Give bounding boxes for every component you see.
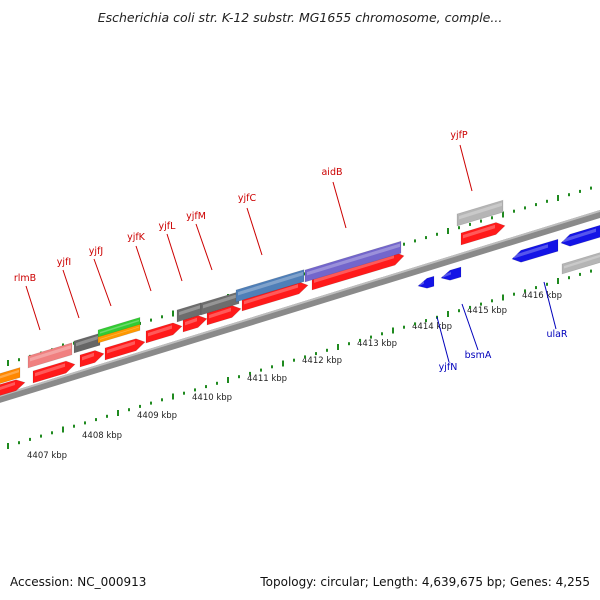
reverse-leader-line — [436, 316, 450, 363]
kbp-label: 4415 kbp — [467, 306, 507, 316]
forward-gene-label[interactable]: yjfC — [238, 193, 257, 204]
gene-box-orange-highlight — [100, 326, 139, 340]
cds-arrow[interactable] — [104, 338, 146, 361]
cds-arrow-highlight — [82, 352, 94, 361]
chromosome-backbone — [0, 210, 600, 403]
gene-box-green-highlight — [100, 319, 139, 334]
gene-box-rlmB-highlight — [30, 345, 71, 362]
reverse-leader-line — [461, 303, 479, 351]
cds-arrow-highlight — [35, 363, 65, 377]
kbp-label: 4408 kbp — [82, 431, 122, 441]
forward-leader-line — [25, 285, 41, 331]
kbp-label: 4409 kbp — [137, 411, 177, 421]
gene-box-gray[interactable] — [561, 251, 600, 275]
gene-box-gray-highlight — [564, 254, 600, 269]
reverse-leader-line — [543, 281, 557, 330]
forward-leader-line — [332, 181, 347, 229]
genome-stats: Topology: circular; Length: 4,639,675 bp… — [260, 575, 590, 589]
cds-arrow[interactable] — [460, 222, 506, 246]
gene-box-gray[interactable] — [200, 291, 240, 316]
forward-leader-line — [246, 207, 263, 256]
gene-box-orange[interactable] — [0, 367, 21, 386]
gene-box-rlmB[interactable] — [27, 342, 73, 369]
forward-gene-label[interactable]: yjfL — [159, 221, 177, 232]
reverse-cds-arrow[interactable] — [511, 238, 559, 263]
cds-arrow-highlight — [244, 284, 298, 305]
gene-box-orange-highlight — [0, 369, 19, 379]
gene-box-yjfC[interactable] — [235, 269, 305, 303]
features-track — [0, 199, 600, 397]
gene-box-gray[interactable] — [73, 332, 101, 354]
cds-arrow-highlight — [463, 224, 495, 239]
gene-box-aidB[interactable] — [304, 240, 402, 283]
cds-arrow-highlight — [185, 317, 197, 326]
kbp-label: 4407 kbp — [27, 451, 67, 461]
reverse-cds-arrow-highlight — [420, 281, 424, 286]
kbp-label: 4412 kbp — [302, 356, 342, 366]
reverse-cds-arrow-highlight — [443, 272, 451, 278]
gene-box-yjfC-highlight — [238, 271, 303, 296]
kbp-label: 4414 kbp — [412, 322, 452, 332]
gene-box-aidB-highlight — [307, 243, 400, 276]
reverse-cds-arrow[interactable] — [560, 224, 600, 247]
page-title: Escherichia coli str. K-12 substr. MG165… — [97, 10, 503, 25]
gene-box-gray-highlight — [179, 305, 200, 316]
kbp-scale: 4407 kbp 4408 kbp 4409 kbp 4410 kbp 4411 kbp… — [27, 291, 562, 461]
forward-gene-label[interactable]: rlmB — [14, 273, 36, 284]
cds-arrow[interactable] — [32, 360, 76, 384]
reverse-gene-label[interactable]: ulaR — [546, 329, 567, 340]
forward-leader-line — [195, 223, 213, 271]
kbp-label: 4411 kbp — [247, 374, 287, 384]
forward-gene-label[interactable]: aidB — [321, 167, 342, 178]
forward-gene-label[interactable]: yjfM — [186, 211, 206, 222]
forward-leader-line — [62, 269, 80, 319]
cds-arrow-highlight — [314, 254, 394, 283]
reverse-cds-arrow[interactable] — [440, 266, 462, 281]
cds-arrow[interactable] — [0, 379, 26, 397]
gene-box-orange[interactable] — [97, 323, 141, 344]
cds-arrow-highlight — [0, 382, 15, 390]
accession-label: Accession: NC_000913 — [10, 575, 147, 589]
forward-gene-label[interactable]: yjfP — [450, 130, 468, 141]
reverse-gene-label[interactable]: yjfN — [439, 362, 458, 373]
reverse-cds-arrow-highlight — [563, 228, 596, 243]
kbp-label: 4416 kbp — [522, 291, 562, 301]
reverse-gene-label[interactable]: bsmA — [465, 350, 492, 361]
forward-leader-line — [93, 258, 112, 307]
forward-gene-label[interactable]: yjfJ — [89, 246, 103, 257]
forward-leader-line — [166, 233, 183, 282]
cds-arrow[interactable] — [145, 322, 183, 344]
gene-box-gray-highlight — [203, 293, 238, 309]
gene-box-yjfP[interactable] — [456, 199, 504, 227]
forward-gene-label[interactable]: yjfK — [127, 232, 146, 243]
gene-box-gray-highlight — [76, 335, 99, 347]
reverse-cds-arrow[interactable] — [417, 275, 435, 289]
cds-arrow-highlight — [209, 307, 231, 319]
forward-gene-label[interactable]: yjfI — [57, 257, 71, 268]
cds-arrow-highlight — [148, 325, 172, 337]
cds-arrow-highlight — [107, 341, 135, 354]
kbp-label: 4410 kbp — [192, 393, 232, 403]
gene-box-yjfP-highlight — [459, 202, 502, 220]
kbp-label: 4413 kbp — [357, 339, 397, 349]
reverse-cds-arrow-highlight — [514, 244, 548, 259]
forward-leader-line — [459, 144, 473, 192]
cds-arrow[interactable] — [79, 350, 105, 368]
forward-leader-line — [135, 245, 152, 292]
label-leaders: rlmB yjfI yjfJ yjfK yjfL yjfM yjfC aidB yjfP yjfN… — [14, 130, 568, 373]
